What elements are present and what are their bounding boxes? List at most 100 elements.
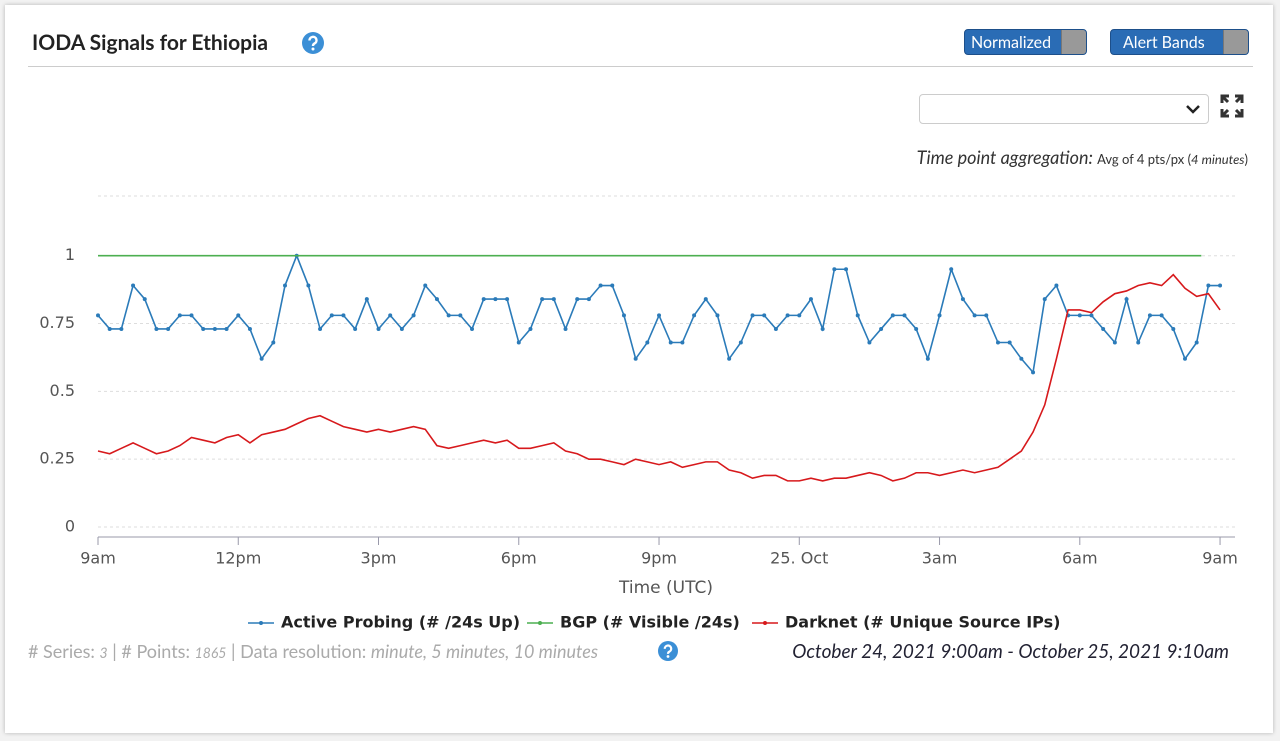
data-point <box>949 267 954 272</box>
data-point <box>142 297 147 302</box>
data-point <box>680 340 685 345</box>
divider <box>28 66 1253 67</box>
data-point <box>1194 340 1199 345</box>
data-point <box>832 267 837 272</box>
data-point <box>551 297 556 302</box>
data-point <box>329 313 334 318</box>
y-tick-label: 0.25 <box>39 449 75 468</box>
data-point <box>107 326 112 331</box>
data-point <box>598 283 603 288</box>
data-point <box>1031 370 1036 375</box>
data-point <box>715 313 720 318</box>
data-point <box>470 326 475 331</box>
help-icon[interactable] <box>658 641 678 661</box>
data-point <box>586 297 591 302</box>
x-tick-label: 6pm <box>501 549 537 568</box>
data-point <box>1007 340 1012 345</box>
help-icon[interactable] <box>302 32 324 54</box>
legend-label: Active Probing (# /24s Up) <box>281 613 520 632</box>
data-point <box>166 326 171 331</box>
data-point <box>411 313 416 318</box>
stats-label: | Data resolution: <box>226 640 371 662</box>
legend-label: BGP (# Visible /24s) <box>560 613 740 632</box>
data-point <box>341 313 346 318</box>
data-point <box>563 326 568 331</box>
data-point <box>177 313 182 318</box>
data-point <box>493 297 498 302</box>
data-point <box>972 313 977 318</box>
x-axis-label: Time (UTC) <box>618 578 713 598</box>
data-point <box>318 326 323 331</box>
data-point <box>1019 356 1024 361</box>
stats-value: 3 <box>99 644 108 661</box>
data-point <box>353 326 358 331</box>
data-point <box>762 313 767 318</box>
data-point <box>119 326 124 331</box>
aggregation-detail: 4 minutes <box>1191 151 1245 167</box>
data-point <box>364 297 369 302</box>
data-point <box>960 297 965 302</box>
data-point <box>1159 313 1164 318</box>
data-point <box>259 356 264 361</box>
data-point <box>797 313 802 318</box>
data-point <box>902 313 907 318</box>
x-tick-label: 9pm <box>641 549 677 568</box>
data-point <box>621 313 626 318</box>
data-point <box>236 313 241 318</box>
data-point <box>540 297 545 302</box>
data-point <box>212 326 217 331</box>
data-point <box>1124 297 1129 302</box>
series-line <box>97 273 1221 482</box>
data-point <box>738 340 743 345</box>
y-tick-label: 0 <box>65 517 75 536</box>
dropdown[interactable] <box>919 94 1209 124</box>
stats-label: # Series: <box>28 640 100 662</box>
data-point <box>914 326 919 331</box>
fullscreen-icon[interactable] <box>1220 94 1244 118</box>
data-point <box>1101 326 1106 331</box>
data-point <box>1171 326 1176 331</box>
data-point <box>446 313 451 318</box>
data-point <box>610 283 615 288</box>
y-tick-label: 0.75 <box>39 313 75 332</box>
data-point <box>937 313 942 318</box>
data-point <box>727 356 732 361</box>
data-point <box>154 326 159 331</box>
x-tick-label: 9am <box>80 549 116 568</box>
stats: # Series: 3 | # Points: 1865 | Data reso… <box>28 640 598 662</box>
aggregation-close: ) <box>1244 151 1248 167</box>
data-point <box>1077 313 1082 318</box>
data-point <box>785 313 790 318</box>
data-point <box>434 297 439 302</box>
aggregation-text: Avg of 4 pts/px ( <box>1097 151 1192 167</box>
date-range: October 24, 2021 9:00am - October 25, 20… <box>792 640 1229 663</box>
data-point <box>773 326 778 331</box>
data-point <box>131 283 136 288</box>
data-point <box>1206 283 1211 288</box>
x-tick-label: 6am <box>1062 549 1098 568</box>
aggregation: Time point aggregation: Avg of 4 pts/px … <box>917 146 1248 168</box>
x-tick-label: 3am <box>922 549 958 568</box>
data-point <box>1136 340 1141 345</box>
button-label: Alert Bands <box>1123 33 1205 52</box>
data-point <box>224 326 229 331</box>
x-tick-label: 12pm <box>215 549 261 568</box>
data-point <box>423 283 428 288</box>
data-point <box>1112 340 1117 345</box>
data-point <box>703 297 708 302</box>
data-point <box>201 326 206 331</box>
data-point <box>399 326 404 331</box>
data-point <box>528 326 533 331</box>
panel-title: IODA Signals for Ethiopia <box>32 30 269 55</box>
stats-value: 1865 <box>194 644 227 661</box>
data-point <box>505 297 510 302</box>
toggle-alert-bands[interactable]: Alert Bands <box>1110 29 1249 55</box>
data-point <box>481 297 486 302</box>
data-point <box>306 283 311 288</box>
legend-label: Darknet (# Unique Source IPs) <box>785 613 1060 632</box>
toggle-normalized[interactable]: Normalized <box>964 29 1087 55</box>
data-point <box>657 313 662 318</box>
data-point <box>750 313 755 318</box>
data-point <box>189 313 194 318</box>
